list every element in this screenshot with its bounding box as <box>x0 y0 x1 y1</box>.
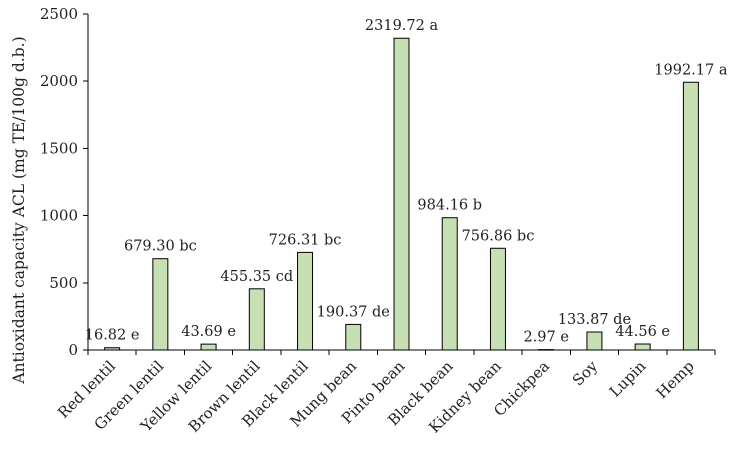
bar <box>586 331 603 351</box>
data-labels: 16.82 e 679.30 bc 43.69 e 455.35 cd 726.31 b… <box>85 18 728 345</box>
data-label: 726.31 bc <box>269 232 342 248</box>
bar <box>345 323 362 351</box>
y-tick-label: 1500 <box>40 139 78 157</box>
bar <box>248 288 265 351</box>
data-label: 44.56 e <box>615 324 670 340</box>
data-label: 133.87 de <box>558 312 631 328</box>
y-tick-label: 0 <box>68 341 78 359</box>
axes <box>83 13 716 355</box>
y-tick-label: 500 <box>49 274 78 292</box>
data-label: 2.97 e <box>523 330 568 346</box>
data-label: 1992.17 a <box>654 62 728 78</box>
category-label: Hemp <box>653 357 698 402</box>
category-label: Soy <box>569 357 602 390</box>
bar <box>152 258 169 351</box>
y-tick-label: 2000 <box>40 72 78 90</box>
bars <box>104 37 699 351</box>
y-axis-title: Antioxidant capacity ACL (mg TE/100g d.b… <box>10 36 28 384</box>
y-tick-label: 1000 <box>40 207 78 225</box>
tick-labels: 0 500 1000 1500 2000 2500 <box>40 5 78 359</box>
data-label: 679.30 bc <box>124 239 197 255</box>
bar <box>200 343 217 351</box>
category-label: Lupin <box>606 357 650 401</box>
bar <box>682 81 699 351</box>
data-label: 16.82 e <box>85 328 140 344</box>
y-tick-label: 2500 <box>40 5 78 23</box>
data-label: 43.69 e <box>181 324 236 340</box>
bar <box>393 37 410 351</box>
data-label: 984.16 b <box>417 198 482 214</box>
data-label: 190.37 de <box>317 304 390 320</box>
bar <box>634 343 651 351</box>
bar <box>489 247 506 351</box>
bar <box>538 349 555 351</box>
data-label: 756.86 bc <box>462 228 535 244</box>
bar <box>297 251 314 351</box>
bar <box>441 217 458 351</box>
bar <box>104 347 121 351</box>
data-label: 2319.72 a <box>365 18 439 34</box>
data-label: 455.35 cd <box>220 269 293 285</box>
